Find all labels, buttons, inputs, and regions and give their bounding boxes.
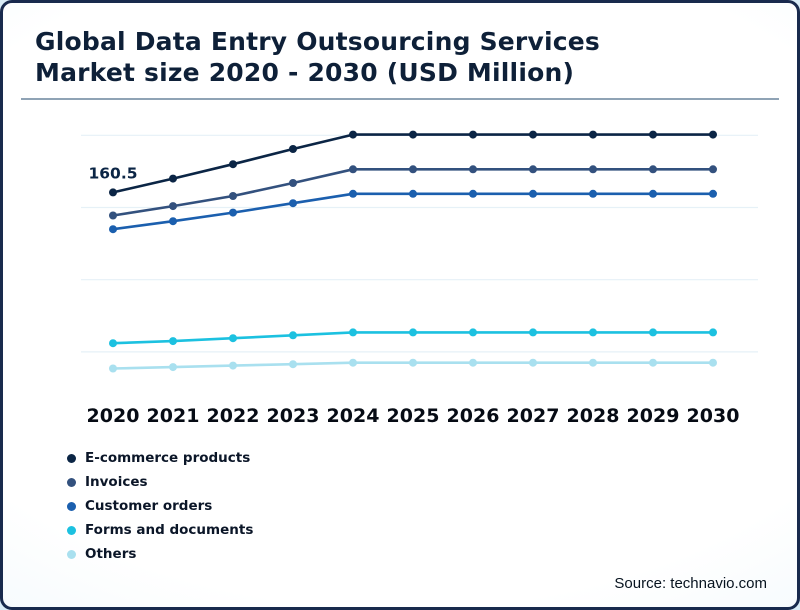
legend-label: Invoices [85,474,148,490]
source-text: Source: technavio.com [614,575,767,592]
data-point [649,165,657,173]
data-point [409,359,417,367]
x-tick-label: 2022 [207,405,260,427]
data-point [709,328,717,336]
data-point [409,190,417,198]
data-point [289,199,297,207]
series-line [113,135,713,193]
data-point [169,363,177,371]
x-tick-label: 2026 [447,405,500,427]
data-point [349,131,357,139]
data-point [649,328,657,336]
legend-label: Others [85,546,136,562]
data-point [709,131,717,139]
annotation-label: 160.5 [88,164,137,182]
data-point [469,359,477,367]
data-point [409,328,417,336]
data-point [409,131,417,139]
x-tick-label: 2025 [387,405,440,427]
data-point [649,190,657,198]
data-point [349,359,357,367]
data-point [289,179,297,187]
data-point [169,337,177,345]
data-point [469,165,477,173]
data-point [289,145,297,153]
data-point [709,165,717,173]
legend-label: Customer orders [85,498,212,514]
chart-legend: E-commerce products Invoices Customer orde… [67,450,797,562]
data-point [109,188,117,196]
data-point [229,160,237,168]
data-point [109,339,117,347]
data-point [709,359,717,367]
x-tick-label: 2029 [627,405,680,427]
data-point [349,328,357,336]
legend-item: Invoices [67,474,797,490]
data-point [109,365,117,373]
data-point [649,359,657,367]
x-tick-label: 2024 [327,405,380,427]
data-point [589,165,597,173]
x-tick-label: 2023 [267,405,320,427]
data-point [349,190,357,198]
data-point [289,331,297,339]
legend-swatch-icon [67,478,76,487]
page-title: Global Data Entry Outsourcing Services M… [35,27,763,88]
data-point [529,328,537,336]
legend-item: E-commerce products [67,450,797,466]
data-point [349,165,357,173]
x-tick-label: 2020 [87,405,140,427]
x-tick-label: 2027 [507,405,560,427]
data-point [589,328,597,336]
legend-swatch-icon [67,550,76,559]
legend-label: E-commerce products [85,450,250,466]
series-line [113,194,713,229]
x-tick-label: 2028 [567,405,620,427]
data-point [169,217,177,225]
chart-area: 2020 2021 2022 2023 2024 2025 2026 2027 2028 2029… [73,104,797,442]
data-point [469,328,477,336]
data-point [529,165,537,173]
legend-item: Forms and documents [67,522,797,538]
legend-swatch-icon [67,502,76,511]
data-point [469,190,477,198]
legend-label: Forms and documents [85,522,253,538]
data-point [589,190,597,198]
data-point [529,359,537,367]
data-point [529,190,537,198]
data-point [529,131,537,139]
legend-swatch-icon [67,526,76,535]
data-point [229,209,237,217]
legend-item: Others [67,546,797,562]
title-divider [21,98,779,100]
data-point [709,190,717,198]
data-point [109,212,117,220]
data-point [229,192,237,200]
data-point [229,334,237,342]
legend-swatch-icon [67,454,76,463]
line-chart: 2020 2021 2022 2023 2024 2025 2026 2027 2028 2029… [73,104,773,438]
data-point [289,360,297,368]
data-point [409,165,417,173]
data-point [169,175,177,183]
data-point [109,225,117,233]
data-point [469,131,477,139]
x-tick-label: 2021 [147,405,200,427]
legend-item: Customer orders [67,498,797,514]
data-point [649,131,657,139]
x-tick-label: 2030 [687,405,740,427]
data-point [229,362,237,370]
data-point [169,202,177,210]
infographic-card: Global Data Entry Outsourcing Services M… [0,0,800,610]
data-point [589,131,597,139]
data-point [589,359,597,367]
